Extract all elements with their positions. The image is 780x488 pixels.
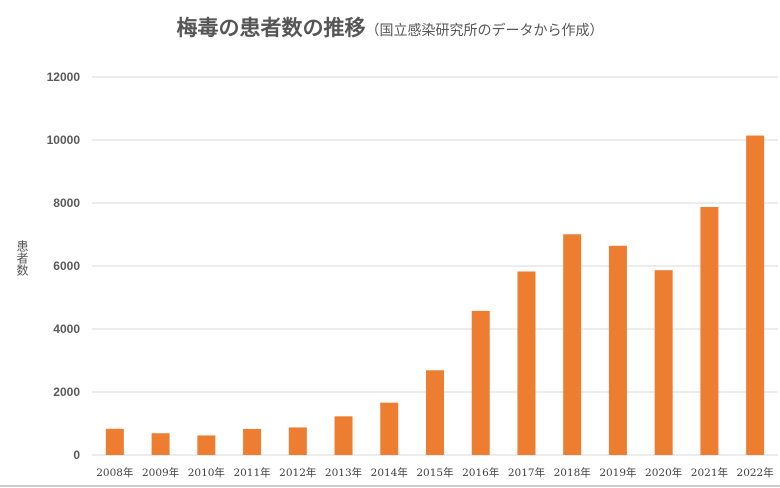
bar-2022年 xyxy=(746,135,765,455)
x-tick-label: 2021年 xyxy=(691,466,728,479)
y-tick-label: 0 xyxy=(73,448,80,462)
bar-2008年 xyxy=(105,428,124,455)
bar-2012年 xyxy=(288,427,307,455)
x-tick-label: 2015年 xyxy=(416,466,453,479)
bar-2016年 xyxy=(471,310,490,455)
chart-title: 梅毒の患者数の推移（国立感染研究所のデータから作成） xyxy=(0,12,780,42)
x-tick-label: 2019年 xyxy=(599,466,636,479)
x-tick-label: 2012年 xyxy=(279,466,316,479)
bar-2014年 xyxy=(380,402,399,455)
x-tick-label: 2009年 xyxy=(142,466,179,479)
x-tick-label: 2016年 xyxy=(462,466,499,479)
x-tick-label: 2020年 xyxy=(645,466,682,479)
x-tick-label: 2017年 xyxy=(508,466,545,479)
bar-2021年 xyxy=(700,207,719,455)
x-tick-label: 2018年 xyxy=(554,466,591,479)
chart-subtitle: （国立感染研究所のデータから作成） xyxy=(365,23,604,39)
bar-2011年 xyxy=(243,428,262,455)
bar-2015年 xyxy=(426,370,444,455)
bar-2017年 xyxy=(517,271,536,455)
y-axis-label: 患者数 xyxy=(15,240,29,276)
x-tick-label: 2011年 xyxy=(233,466,270,479)
y-tick-label: 6000 xyxy=(53,259,80,273)
x-tick-label: 2014年 xyxy=(371,466,408,479)
y-tick-label: 8000 xyxy=(53,196,80,210)
x-tick-label: 2008年 xyxy=(96,466,133,479)
bar-2020年 xyxy=(654,270,673,455)
chart-title-main: 梅毒の患者数の推移 xyxy=(176,16,366,40)
y-tick-label: 4000 xyxy=(53,322,80,336)
x-tick-label: 2010年 xyxy=(188,466,225,479)
bar-2009年 xyxy=(151,433,170,455)
bar-2018年 xyxy=(563,234,582,455)
y-tick-label: 12000 xyxy=(47,70,81,84)
x-tick-label: 2013年 xyxy=(325,466,362,479)
bar-2013年 xyxy=(334,416,353,455)
bar-2010年 xyxy=(197,435,216,455)
y-tick-label: 10000 xyxy=(47,133,81,147)
y-tick-label: 2000 xyxy=(53,385,80,399)
x-tick-label: 2022年 xyxy=(737,466,774,479)
bar-2019年 xyxy=(608,245,627,455)
